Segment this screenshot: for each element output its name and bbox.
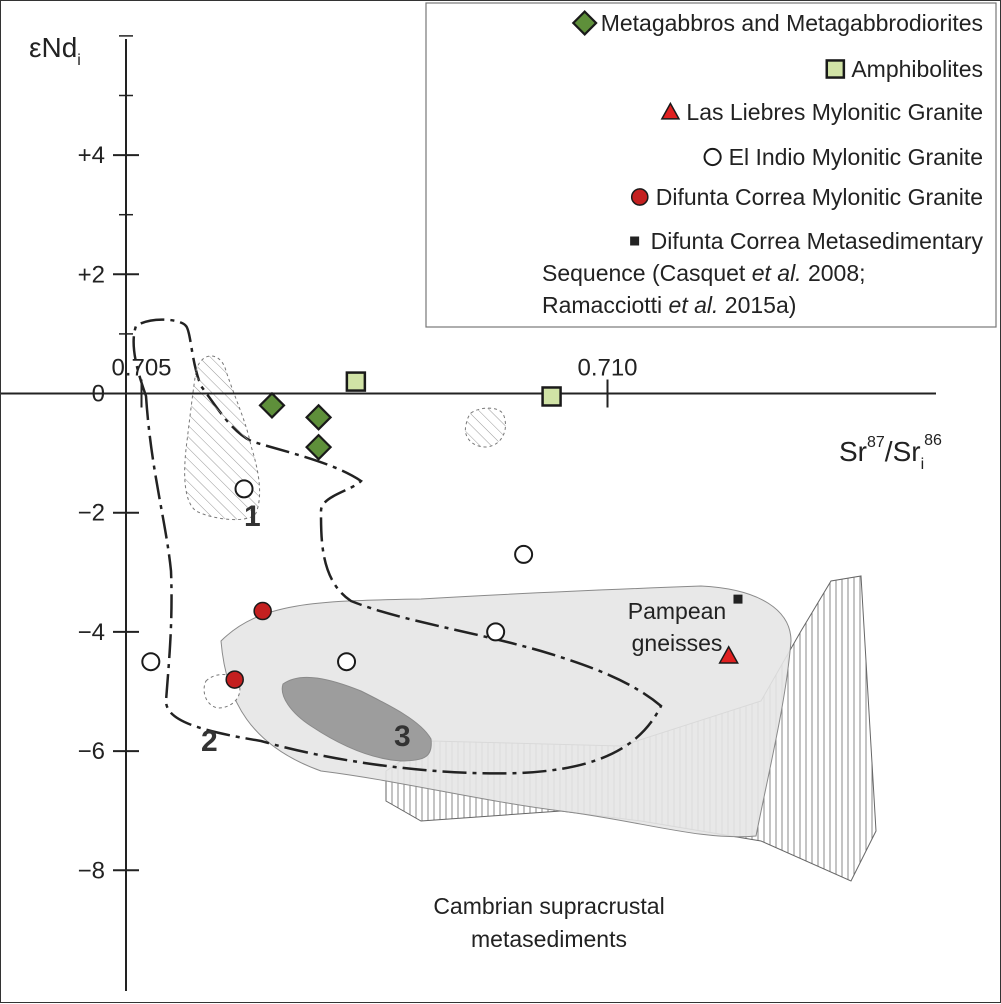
field-1-region — [184, 355, 261, 521]
field-2-region — [132, 318, 663, 775]
x-axis-title-main-2: /Sr — [885, 436, 921, 467]
point-circle-open-3-4 — [141, 652, 161, 672]
region-1-label: 1 — [244, 500, 261, 533]
legend-marker-2 — [660, 101, 681, 120]
legend-label-5-line2: Sequence (Casquet et al. 2008; — [542, 260, 866, 286]
y-tick-label-4: −4 — [78, 619, 105, 646]
y-axis-title-sub: i — [77, 52, 81, 69]
y-tick-label-6: −8 — [78, 857, 105, 884]
cambrian-label-1: Cambrian supracrustal — [433, 893, 664, 919]
x-tick-label-0: 0.705 — [111, 355, 171, 382]
legend-label-3: El Indio Mylonitic Granite — [729, 144, 983, 170]
point-circle-4-0 — [253, 601, 272, 621]
x-axis-title-sup-1: 87 — [867, 434, 885, 451]
legend-line3-c: 2015a) — [718, 292, 796, 318]
x-axis-title-main-1: Sr — [839, 436, 867, 467]
y-axis-title: εNdi — [29, 32, 81, 69]
point-triangle-2-0 — [718, 645, 739, 664]
legend-line3-a: Ramacciotti — [542, 292, 669, 318]
y-tick-label-5: −6 — [78, 738, 105, 765]
small-field-a — [464, 407, 506, 448]
legend-line2-b: et al. — [752, 260, 802, 286]
point-small-square-5-0 — [733, 594, 743, 604]
legend-label-1: Amphibolites — [851, 56, 983, 82]
point-diamond-0-1 — [305, 403, 333, 431]
pampean-label-2: gneisses — [632, 630, 723, 656]
cambrian-label-2: metasediments — [471, 926, 627, 952]
legend-label-4: Difunta Correa Mylonitic Granite — [656, 184, 983, 210]
y-axis-title-main: εNd — [29, 32, 77, 63]
pampean-label-1: Pampean — [628, 598, 726, 624]
data-points — [141, 371, 743, 689]
y-tick-label-0: +4 — [78, 142, 105, 169]
legend-line3-b: et al. — [669, 292, 719, 318]
legend-marker-3 — [703, 147, 722, 167]
y-tick-label-2: 0 — [92, 381, 105, 408]
legend-label-2: Las Liebres Mylonitic Granite — [686, 99, 983, 125]
point-circle-open-3-3 — [337, 652, 357, 672]
legend-label-5: Difunta Correa Metasedimentary — [651, 228, 984, 254]
legend-marker-5 — [630, 236, 640, 246]
region-2-label: 2 — [201, 725, 218, 758]
region-3-label: 3 — [394, 720, 411, 753]
legend-label-0: Metagabbros and Metagabbrodiorites — [601, 10, 983, 36]
legend-marker-1 — [825, 59, 846, 79]
point-square-1-1 — [541, 386, 562, 407]
point-circle-4-1 — [225, 670, 244, 689]
point-circle-open-3-0 — [234, 479, 254, 499]
legend-marker-4 — [630, 188, 649, 206]
legend-line2-c: 2008; — [802, 260, 866, 286]
legend-marker-0 — [571, 10, 598, 36]
pampean-region — [220, 585, 792, 838]
point-square-1-0 — [345, 371, 367, 392]
x-tick-label-1: 0.710 — [577, 355, 637, 382]
point-circle-open-3-1 — [514, 544, 534, 564]
y-tick-label-3: −2 — [78, 500, 105, 527]
legend-label-5-line3: Ramacciotti et al. 2015a) — [542, 292, 796, 318]
legend-line2-a: Sequence (Casquet — [542, 260, 752, 286]
legend: Metagabbros and Metagabbrodiorites Amphib… — [425, 2, 997, 328]
x-axis-title-sub-2: i — [921, 456, 925, 473]
point-circle-open-3-2 — [486, 622, 506, 642]
x-axis-title-sup-2: 86 — [924, 432, 942, 449]
point-diamond-0-2 — [305, 433, 333, 461]
field-3-region — [281, 676, 432, 762]
point-diamond-0-0 — [258, 391, 286, 419]
x-axis-title: Sr87/Sri 86 — [839, 432, 942, 473]
y-tick-label-1: +2 — [78, 261, 105, 288]
